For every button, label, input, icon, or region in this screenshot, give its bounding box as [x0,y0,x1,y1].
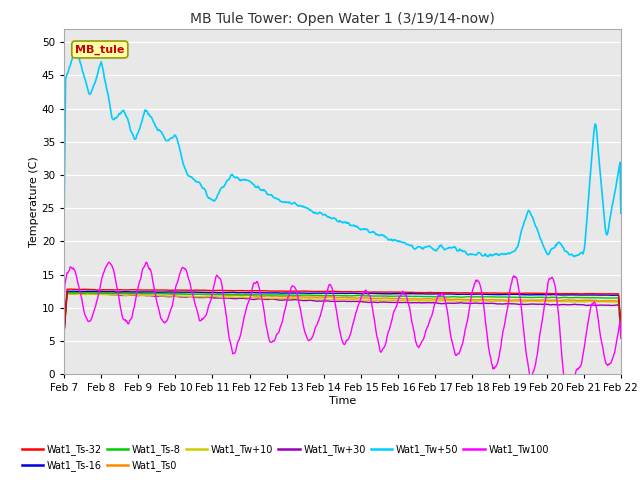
X-axis label: Time: Time [329,396,356,406]
Text: MB_tule: MB_tule [75,44,125,55]
Legend: Wat1_Ts-32, Wat1_Ts-16, Wat1_Ts-8, Wat1_Ts0, Wat1_Tw+10, Wat1_Tw+30, Wat1_Tw+50,: Wat1_Ts-32, Wat1_Ts-16, Wat1_Ts-8, Wat1_… [18,441,553,475]
Y-axis label: Temperature (C): Temperature (C) [29,156,39,247]
Title: MB Tule Tower: Open Water 1 (3/19/14-now): MB Tule Tower: Open Water 1 (3/19/14-now… [190,12,495,26]
